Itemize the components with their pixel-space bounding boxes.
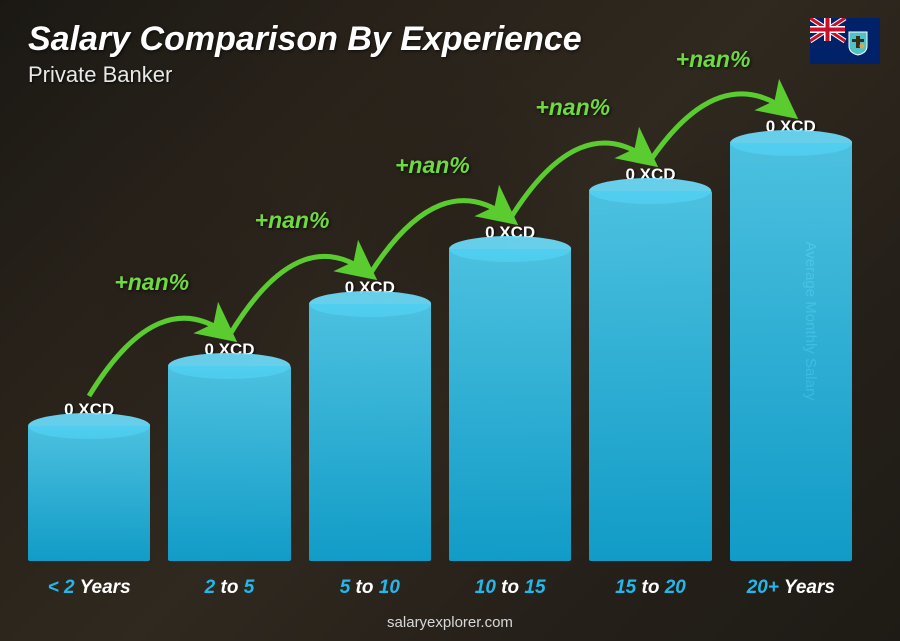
increment-label-4: +nan% [676, 46, 751, 73]
chart-title: Salary Comparison By Experience [28, 20, 582, 59]
chart-container: Salary Comparison By Experience Private … [0, 0, 900, 641]
bar-4: 0 XCD [589, 191, 711, 561]
country-flag-icon [810, 18, 880, 64]
x-label-1: 2 to 5 [168, 577, 290, 599]
bar-5: 0 XCD [730, 143, 852, 561]
x-label-3: 10 to 15 [449, 577, 571, 599]
bar-0: 0 XCD [28, 426, 150, 561]
x-label-0: < 2 Years [28, 577, 150, 599]
x-axis-labels: < 2 Years 2 to 5 5 to 10 10 to 15 15 to 20 20… [28, 577, 852, 599]
bar-2: 0 XCD [309, 304, 431, 561]
bar-3: 0 XCD [449, 249, 571, 561]
increment-label-2: +nan% [395, 152, 470, 179]
x-label-5: 20+ Years [730, 577, 852, 599]
increment-label-1: +nan% [255, 207, 330, 234]
bar-1: 0 XCD [168, 366, 290, 561]
x-label-4: 15 to 20 [589, 577, 711, 599]
bar-chart: 0 XCD0 XCD0 XCD0 XCD0 XCD0 XCD +nan%+nan… [28, 120, 852, 561]
x-label-2: 5 to 10 [309, 577, 431, 599]
increment-label-3: +nan% [535, 94, 610, 121]
chart-subtitle: Private Banker [28, 62, 172, 88]
increment-label-0: +nan% [114, 269, 189, 296]
footer-attribution: salaryexplorer.com [0, 614, 900, 631]
